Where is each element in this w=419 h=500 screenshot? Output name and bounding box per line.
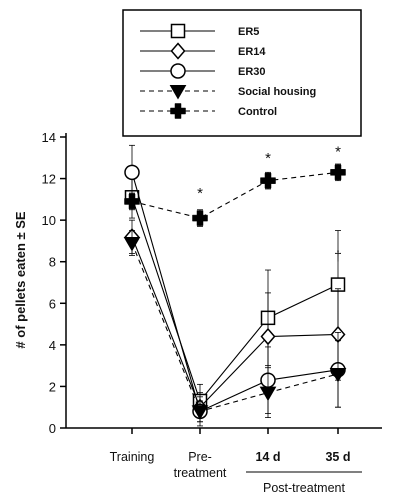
y-tick-label: 6 <box>49 296 56 311</box>
data-point-social-housing <box>123 237 141 252</box>
legend-item-er14: ER14 <box>140 42 266 60</box>
legend: ER5 ER14 ER30 Social housing Control <box>122 9 362 137</box>
legend-item-control: Control <box>140 103 277 119</box>
series-control <box>124 163 346 227</box>
legend-item-er30: ER30 <box>140 63 266 79</box>
y-tick-label: 2 <box>49 379 56 394</box>
y-axis-title: # of pellets eaten ± SE <box>13 211 28 349</box>
series-line-er14 <box>131 236 339 409</box>
y-tick-label: 4 <box>49 338 56 353</box>
y-tick-label: 0 <box>49 421 56 436</box>
series-er14 <box>124 219 346 423</box>
x-category-label: Pre- <box>188 450 212 464</box>
y-tick-label: 10 <box>42 213 56 228</box>
legend-marker-control <box>170 103 186 119</box>
legend-label-er14: ER14 <box>238 46 266 58</box>
x-group-label: Post-treatment <box>263 481 346 495</box>
legend-item-social-housing: Social housing <box>140 85 316 100</box>
plot-area: 0 2 4 6 8 10 12 14 Training Pre-treatment 14 d 35 d… <box>42 130 382 495</box>
series-er30 <box>124 144 346 427</box>
data-point-social-housing <box>329 367 347 383</box>
series-line-er30 <box>131 172 339 413</box>
significance-marker: † <box>334 247 342 263</box>
series-social-housing <box>123 230 347 423</box>
series-line-er5 <box>131 197 339 403</box>
data-point-er30 <box>124 164 140 181</box>
legend-label-social-housing: Social housing <box>238 86 316 98</box>
x-category-label: 14 d <box>255 450 280 464</box>
series-line-control <box>131 171 339 219</box>
data-point-control <box>124 193 140 210</box>
series-line-social-housing <box>131 242 339 413</box>
data-point-control <box>330 164 346 181</box>
data-point-social-housing <box>191 405 209 420</box>
legend-label-er30: ER30 <box>238 66 266 78</box>
legend-item-er5: ER5 <box>140 23 259 39</box>
legend-marker-er5 <box>170 23 186 39</box>
x-category-label: Training <box>110 450 155 464</box>
data-point-social-housing <box>259 386 277 402</box>
data-point-er14 <box>260 327 276 346</box>
legend-label-er5: ER5 <box>238 26 259 38</box>
data-point-control <box>192 210 208 226</box>
significance-marker: * <box>335 144 341 161</box>
legend-marker-er14 <box>170 42 186 60</box>
y-tick-label: 8 <box>49 255 56 270</box>
legend-label-control: Control <box>238 106 277 118</box>
legend-marker-er30 <box>170 63 186 79</box>
significance-marker: * <box>265 150 271 167</box>
y-tick-label: 14 <box>42 130 56 145</box>
legend-marker-social-housing <box>169 85 187 100</box>
y-tick-label: 12 <box>42 172 56 187</box>
significance-marker: * <box>197 185 203 202</box>
data-point-control <box>260 172 276 189</box>
x-category-label: treatment <box>174 466 227 480</box>
x-category-label: 35 d <box>325 450 350 464</box>
